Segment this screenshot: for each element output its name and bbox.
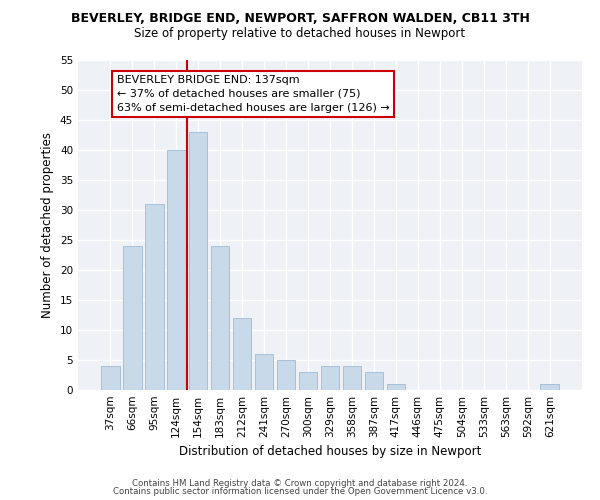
Bar xyxy=(233,318,251,390)
Bar xyxy=(277,360,295,390)
Text: Contains public sector information licensed under the Open Government Licence v3: Contains public sector information licen… xyxy=(113,487,487,496)
Bar xyxy=(343,366,361,390)
Text: BEVERLEY, BRIDGE END, NEWPORT, SAFFRON WALDEN, CB11 3TH: BEVERLEY, BRIDGE END, NEWPORT, SAFFRON W… xyxy=(71,12,529,26)
Bar xyxy=(101,366,119,390)
Bar xyxy=(365,372,383,390)
Text: BEVERLEY BRIDGE END: 137sqm
← 37% of detached houses are smaller (75)
63% of sem: BEVERLEY BRIDGE END: 137sqm ← 37% of det… xyxy=(117,75,389,113)
Bar xyxy=(299,372,317,390)
Text: Size of property relative to detached houses in Newport: Size of property relative to detached ho… xyxy=(134,28,466,40)
Bar xyxy=(255,354,274,390)
Bar xyxy=(123,246,142,390)
Text: Contains HM Land Registry data © Crown copyright and database right 2024.: Contains HM Land Registry data © Crown c… xyxy=(132,478,468,488)
Bar xyxy=(145,204,164,390)
Bar xyxy=(541,384,559,390)
Bar xyxy=(189,132,208,390)
Bar xyxy=(320,366,340,390)
Y-axis label: Number of detached properties: Number of detached properties xyxy=(41,132,55,318)
Bar xyxy=(386,384,405,390)
Bar xyxy=(211,246,229,390)
X-axis label: Distribution of detached houses by size in Newport: Distribution of detached houses by size … xyxy=(179,446,481,458)
Bar xyxy=(167,150,185,390)
